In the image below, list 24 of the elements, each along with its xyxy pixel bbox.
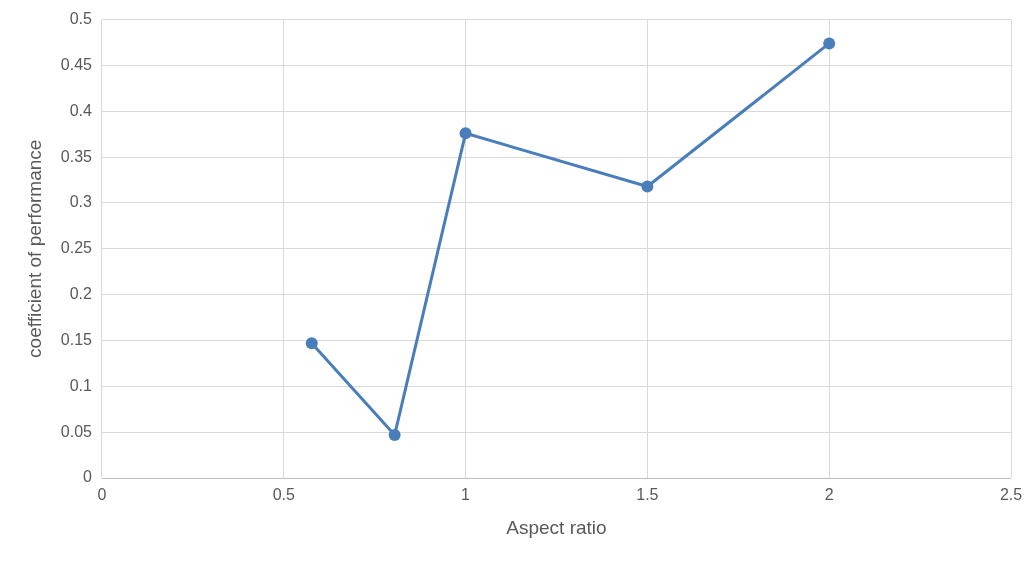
point <box>459 127 472 140</box>
y-tick-label: 0.4 <box>69 101 93 119</box>
y-tick-label: 0.3 <box>69 193 93 211</box>
y-tick-label: 0.25 <box>60 239 93 257</box>
x-tick-label: 0.5 <box>272 486 295 504</box>
point <box>305 337 318 350</box>
y-tick-label: 0.35 <box>60 147 93 165</box>
x-tick-label: 2.5 <box>999 486 1023 504</box>
y-tick-label: 0.05 <box>60 422 93 440</box>
x-tick-label: 1.5 <box>636 486 659 504</box>
y-tick-label: 0.2 <box>69 285 93 303</box>
y-tick-label: 0.5 <box>69 10 93 28</box>
x-tick-label: 2 <box>824 486 834 504</box>
x-tick-label: 0 <box>97 486 107 504</box>
x-tick-label: 1 <box>461 486 471 504</box>
point <box>823 37 836 50</box>
x-axis-title: Aspect ratio <box>506 516 607 538</box>
y-tick-label: 0.45 <box>60 55 93 73</box>
y-axis-title: coefficient of performance <box>23 139 45 358</box>
y-tick-label: 0.15 <box>60 330 93 348</box>
y-tick-label: 0.1 <box>69 376 93 394</box>
point <box>388 428 401 441</box>
point <box>641 180 654 193</box>
y-tick-label: 0 <box>83 468 93 486</box>
